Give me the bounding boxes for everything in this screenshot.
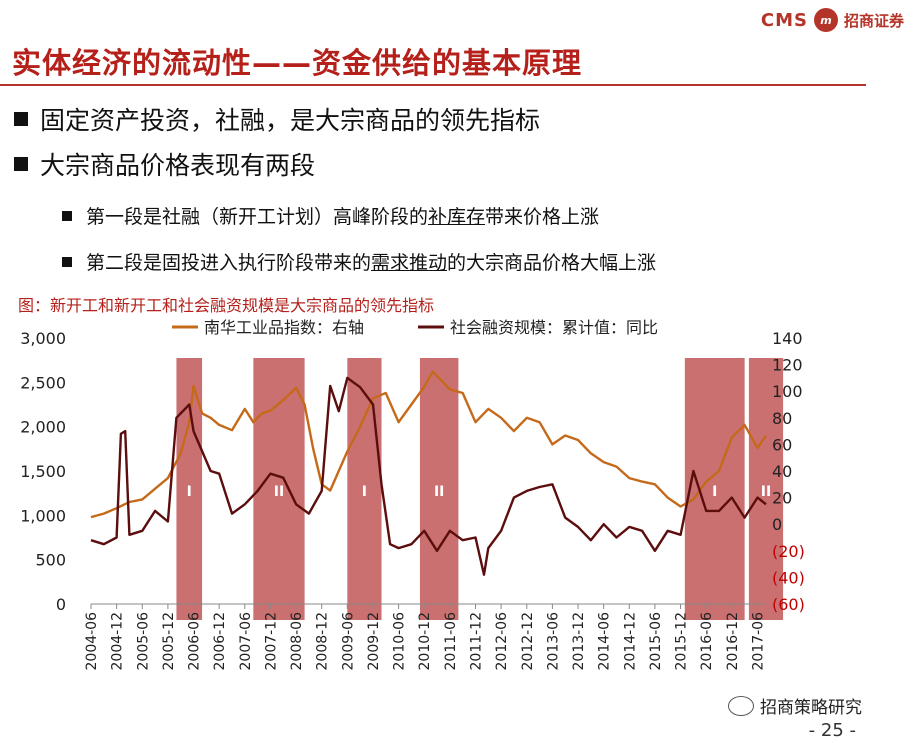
shaded-period-label: II xyxy=(274,484,284,500)
right-axis-tick-label: 100 xyxy=(772,382,803,401)
x-axis-tick-label: 2010-12 xyxy=(417,612,433,671)
x-axis-tick-label: 2012-06 xyxy=(494,612,510,671)
sub-bullet-text-before: 第一段是社融（新开工计划）高峰阶段的 xyxy=(86,206,429,228)
x-axis-tick-label: 2009-12 xyxy=(366,612,382,671)
x-axis-tick-label: 2011-12 xyxy=(468,612,484,671)
x-axis-tick-label: 2012-12 xyxy=(520,612,536,671)
bullet-item-1: 固定资产投资，社融，是大宗商品的领先指标 xyxy=(14,101,540,137)
shaded-period-label: I xyxy=(712,484,717,500)
sub-bullet-text: 第二段是固投进入执行阶段带来的需求推动的大宗商品价格大幅上涨 xyxy=(86,248,656,275)
left-axis-tick-label: 1,500 xyxy=(20,462,66,481)
logo-cms-text: CMS xyxy=(760,9,808,31)
shaded-period xyxy=(347,358,382,620)
x-axis-tick-label: 2005-12 xyxy=(161,612,177,671)
chart-axes: 0 500 1,000 1,500 2,000 2,500 3,000 (60) (40) (20… xyxy=(20,329,805,671)
sub-bullet-text-after: 带来价格上涨 xyxy=(485,206,600,228)
shaded-period-label: II xyxy=(761,484,771,500)
shaded-period-label: I xyxy=(362,484,367,500)
right-axis-tick-label: (40) xyxy=(772,568,805,587)
chart-caption: 图：新开工和新开工和社会融资规模是大宗商品的领先指标 xyxy=(18,296,435,315)
x-axis-tick-label: 2015-06 xyxy=(648,612,664,671)
right-axis-tick-label: 20 xyxy=(772,489,792,508)
shaded-period xyxy=(748,358,784,620)
x-axis-tick-label: 2004-12 xyxy=(110,612,126,671)
shaded-period xyxy=(684,358,745,620)
chart-series xyxy=(90,370,767,576)
x-axis-tick-label: 2005-06 xyxy=(135,612,151,671)
left-axis-tick-label: 3,000 xyxy=(20,329,66,348)
x-axis-tick-label: 2016-12 xyxy=(725,612,741,671)
sub-bullet-underline: 补库存 xyxy=(428,206,486,228)
right-axis-tick-label: (60) xyxy=(772,595,805,614)
right-axis-tick-label: (20) xyxy=(772,542,805,561)
left-axis-tick-label: 2,000 xyxy=(20,418,66,437)
legend-label: 社会融资规模：累计值：同比 xyxy=(450,318,658,337)
x-axis-tick-label: 2014-12 xyxy=(622,612,638,671)
left-axis-tick-label: 0 xyxy=(56,595,66,614)
legend-label: 南华工业品指数：右轴 xyxy=(204,318,364,337)
shaded-period xyxy=(253,358,305,620)
x-axis-tick-label: 2011-06 xyxy=(443,612,459,671)
title-divider xyxy=(0,84,866,86)
company-logo: CMS m 招商证券 xyxy=(761,8,904,32)
square-bullet-icon xyxy=(14,157,28,171)
right-axis-tick-label: 80 xyxy=(772,409,792,428)
logo-badge-icon: m xyxy=(813,8,838,32)
x-axis-tick-label: 2004-06 xyxy=(84,612,100,671)
shaded-period-label: I xyxy=(187,484,192,500)
slide-title: 实体经济的流动性——资金供给的基本原理 xyxy=(12,46,583,80)
series-line-2 xyxy=(90,376,767,576)
right-axis-tick-label: 140 xyxy=(772,329,803,348)
right-axis-tick-label: 0 xyxy=(772,515,782,534)
sub-bullet-underline: 需求推动 xyxy=(371,252,448,274)
x-axis-tick-label: 2008-12 xyxy=(315,612,331,671)
sub-bullet-item-2: 第二段是固投进入执行阶段带来的需求推动的大宗商品价格大幅上涨 xyxy=(62,248,656,275)
x-axis-tick-label: 2007-06 xyxy=(238,612,254,671)
sub-bullet-text-before: 第二段是固投进入执行阶段带来的 xyxy=(86,252,372,274)
watermark-text: 招商策略研究 xyxy=(760,698,862,718)
shaded-periods: I II I II I II xyxy=(176,358,784,620)
right-axis-tick-label: 60 xyxy=(772,435,792,454)
left-axis-tick-label: 2,500 xyxy=(20,373,66,392)
x-axis-tick-label: 2009-06 xyxy=(340,612,356,671)
x-axis-tick-label: 2006-06 xyxy=(187,612,203,671)
chart: I II I II I II 05001,0001,5002,0002,5003,000(… xyxy=(20,318,805,671)
wechat-icon xyxy=(728,695,754,716)
shaded-period xyxy=(419,358,459,620)
chart-legend: 南华工业品指数：右轴 社会融资规模：累计值：同比 xyxy=(172,318,658,337)
x-axis-tick-label: 2007-12 xyxy=(263,612,279,671)
shaded-period-label: II xyxy=(434,484,444,500)
x-axis-tick-label: 2015-12 xyxy=(674,612,690,671)
x-axis-tick-label: 2014-06 xyxy=(597,612,613,671)
x-axis-tick-label: 2016-06 xyxy=(699,612,715,671)
sub-bullet-item-1: 第一段是社融（新开工计划）高峰阶段的补库存带来价格上涨 xyxy=(62,202,599,229)
page-number: - 25 - xyxy=(808,720,856,741)
bullet-text: 固定资产投资，社融，是大宗商品的领先指标 xyxy=(40,106,541,135)
right-axis-tick-label: 120 xyxy=(772,356,803,375)
right-axis-tick-label: 40 xyxy=(772,462,792,481)
sub-bullet-text-after: 的大宗商品价格大幅上涨 xyxy=(447,252,657,274)
x-axis-tick-label: 2010-06 xyxy=(392,612,408,671)
bullet-item-2: 大宗商品价格表现有两段 xyxy=(14,146,315,182)
x-axis-tick-label: 2006-12 xyxy=(212,612,228,671)
series-line-1 xyxy=(90,370,767,519)
x-axis-tick-label: 2013-12 xyxy=(571,612,587,671)
logo-cn-text: 招商证券 xyxy=(843,11,904,30)
left-axis-tick-label: 500 xyxy=(35,551,66,570)
bullet-text: 大宗商品价格表现有两段 xyxy=(40,151,316,180)
square-bullet-icon xyxy=(62,256,72,267)
x-axis-tick-label: 2013-06 xyxy=(545,612,561,671)
left-axis-tick-label: 1,000 xyxy=(20,506,66,525)
square-bullet-icon xyxy=(14,112,28,126)
x-axis-tick-label: 2017-06 xyxy=(750,612,766,671)
x-axis-tick-label: 2008-06 xyxy=(289,612,305,671)
wechat-watermark: 招商策略研究 xyxy=(728,693,862,718)
square-bullet-icon xyxy=(62,210,72,221)
sub-bullet-text: 第一段是社融（新开工计划）高峰阶段的补库存带来价格上涨 xyxy=(86,202,599,229)
